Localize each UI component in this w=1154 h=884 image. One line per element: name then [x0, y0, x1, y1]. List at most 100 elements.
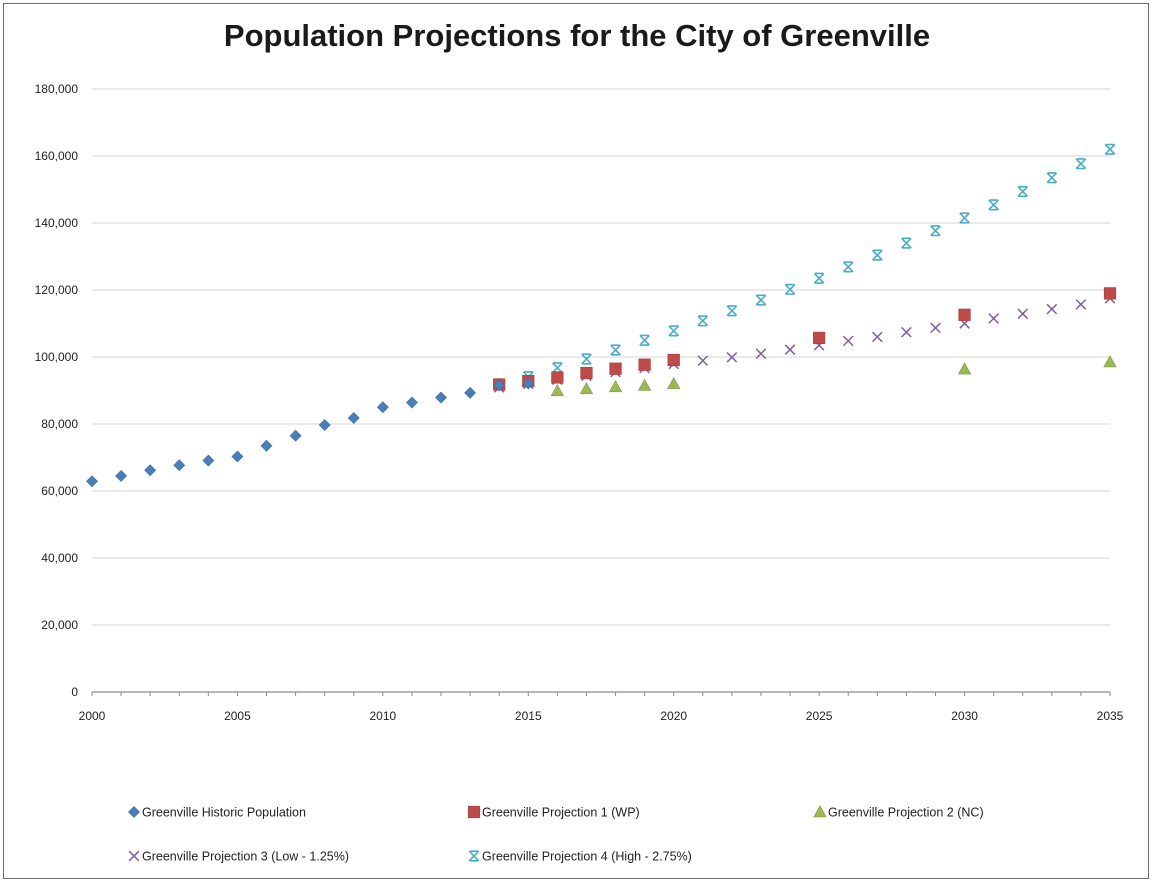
data-point-square: [667, 353, 680, 367]
y-tick-label: 0: [71, 685, 78, 699]
gridlines: [92, 88, 1110, 626]
data-point-asterisk: [697, 315, 709, 327]
legend-marker-triangle: [813, 805, 827, 818]
data-point-x: [726, 352, 738, 363]
data-point-triangle: [550, 384, 565, 397]
legend-marker-diamond: [128, 806, 140, 818]
data-point-x: [1017, 308, 1029, 320]
data-point-asterisk: [813, 272, 825, 284]
data-point-triangle: [667, 376, 681, 390]
y-tick-label: 140,000: [35, 216, 79, 230]
legend-marker-asterisk: [468, 850, 480, 862]
legend-label: Greenville Historic Population: [142, 806, 306, 820]
y-tick-label: 180,000: [35, 82, 79, 96]
legend-item: Greenville Projection 3 (Low - 1.25%): [128, 850, 349, 864]
data-point-asterisk: [581, 353, 592, 365]
y-tick-label: 100,000: [35, 350, 79, 364]
legend-item: Greenville Projection 1 (WP): [467, 805, 640, 820]
data-point-diamond: [231, 450, 244, 463]
x-tick-label: 2035: [1097, 709, 1124, 723]
data-point-asterisk: [1075, 158, 1087, 170]
data-point-diamond: [347, 412, 360, 424]
data-point-asterisk: [755, 294, 767, 306]
legend-item: Greenville Projection 4 (High - 2.75%): [468, 850, 692, 864]
data-point-asterisk: [726, 305, 738, 317]
legend-marker-square: [467, 805, 481, 819]
data-point-asterisk: [1017, 185, 1029, 198]
x-tick-label: 2030: [951, 709, 978, 723]
data-point-diamond: [86, 475, 98, 488]
data-point-triangle: [608, 379, 623, 393]
data-point-asterisk: [610, 344, 621, 356]
data-point-asterisk: [988, 199, 1000, 211]
data-point-triangle: [1103, 355, 1117, 368]
x-tick-label: 2025: [806, 709, 833, 723]
data-point-asterisk: [639, 334, 650, 346]
data-point-square: [609, 362, 622, 375]
data-point-square: [1103, 287, 1117, 300]
x-tick-label: 2000: [79, 709, 106, 723]
legend-marker-x: [128, 850, 140, 862]
data-point-asterisk: [1104, 143, 1116, 155]
data-point-x: [1075, 299, 1087, 310]
y-tick-labels: 0 20,000 40,000 60,000 80,000 100,000 120,000 1…: [35, 82, 79, 699]
data-point-square: [580, 366, 593, 380]
data-point-asterisk: [552, 362, 563, 374]
data-point-x: [1046, 303, 1058, 315]
x-tick-labels: 2000 2005 2010 2015 2020 2025 2030 2035: [79, 709, 1124, 723]
data-point-asterisk: [1046, 172, 1058, 184]
data-point-diamond: [260, 439, 273, 452]
data-point-asterisk: [668, 325, 680, 337]
data-point-x: [784, 344, 796, 355]
legend-label: Greenville Projection 1 (WP): [482, 806, 640, 820]
data-point-asterisk: [959, 212, 970, 224]
data-point-diamond: [144, 464, 157, 477]
chart-frame: [3, 3, 1149, 879]
data-point-triangle: [579, 382, 594, 395]
data-point-x: [697, 355, 709, 367]
data-points: [86, 143, 1117, 488]
legend-item: Greenville Projection 2 (NC): [813, 805, 984, 820]
legend: Greenville Historic Population Greenville…: [128, 805, 984, 864]
y-tick-label: 80,000: [41, 417, 78, 431]
data-point-x: [901, 326, 912, 338]
x-tick-label: 2015: [515, 709, 542, 723]
data-point-diamond: [493, 379, 506, 392]
legend-label: Greenville Projection 4 (High - 2.75%): [482, 850, 692, 864]
data-point-square: [958, 308, 971, 321]
data-point-square: [551, 371, 564, 384]
data-point-x: [755, 348, 767, 359]
data-point-triangle: [637, 378, 652, 391]
data-point-x: [871, 331, 883, 343]
data-point-x: [988, 313, 999, 324]
x-tick-label: 2020: [660, 709, 687, 723]
data-point-diamond: [522, 377, 535, 390]
x-tick-label: 2010: [370, 709, 397, 723]
legend-label: Greenville Projection 3 (Low - 1.25%): [142, 850, 349, 864]
data-point-diamond: [435, 391, 447, 404]
axes: [91, 691, 1111, 696]
data-point-diamond: [464, 386, 477, 399]
data-point-square: [638, 358, 651, 371]
x-tick-label: 2005: [224, 709, 251, 723]
legend-item: Greenville Historic Population: [128, 806, 306, 820]
data-point-diamond: [202, 454, 215, 467]
data-point-asterisk: [784, 283, 796, 295]
y-tick-label: 20,000: [41, 618, 78, 632]
data-point-asterisk: [930, 225, 941, 237]
data-point-diamond: [376, 401, 389, 414]
data-point-square: [813, 331, 826, 345]
data-point-diamond: [289, 429, 302, 442]
y-tick-label: 120,000: [35, 283, 79, 297]
data-point-asterisk: [901, 237, 912, 249]
data-point-diamond: [115, 470, 128, 482]
data-point-asterisk: [842, 261, 854, 273]
data-point-asterisk: [871, 249, 883, 261]
y-tick-label: 60,000: [41, 484, 78, 498]
y-tick-label: 40,000: [41, 551, 78, 565]
data-point-diamond: [406, 396, 418, 409]
data-point-diamond: [173, 459, 186, 472]
chart-title: Population Projections for the City of G…: [223, 18, 931, 53]
data-point-x: [842, 335, 854, 347]
legend-label: Greenville Projection 2 (NC): [828, 806, 984, 820]
